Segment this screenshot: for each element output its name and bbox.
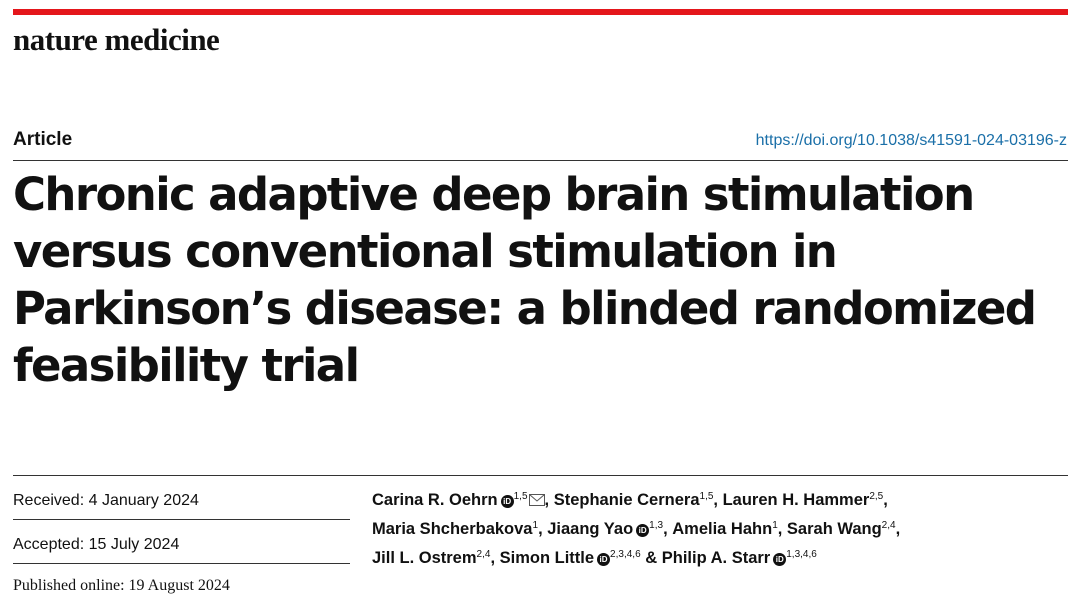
received-date: Received: 4 January 2024 [13,476,350,520]
published-date: Published online: 19 August 2024 [13,577,230,594]
author-name[interactable]: Amelia Hahn [672,520,773,538]
orcid-icon[interactable]: iD [500,495,514,508]
author-item: Maria Shcherbakova1, [372,520,547,538]
author-item: Sarah Wang2,4, [787,520,900,538]
author-affiliation: 1,5 [699,491,714,502]
author-affiliation: 1,5 [513,491,528,502]
author-item: Stephanie Cernera1,5, [554,491,723,509]
author-item: Jiaang Yao iD 1,3, [547,520,672,538]
author-item: Jill L. Ostrem2,4, [372,549,500,567]
mail-icon[interactable] [528,494,545,506]
journal-name[interactable]: nature medicine [13,22,220,57]
author-separator: , [490,549,500,567]
author-affiliation: 1 [532,520,539,531]
article-dates: Received: 4 January 2024 Accepted: 15 Ju… [13,476,350,607]
author-item: Amelia Hahn1, [672,520,787,538]
author-separator: , [544,491,554,509]
orcid-icon[interactable]: iD [597,553,611,566]
article-type-label: Article [13,129,73,150]
meta-divider [13,475,1068,476]
author-affiliation: 1 [772,520,778,531]
accepted-date: Accepted: 15 July 2024 [13,520,350,564]
author-affiliation: 2,5 [869,491,884,502]
header-divider [13,160,1068,161]
doi-link[interactable]: https://doi.org/10.1038/s41591-024-03196… [755,132,1067,149]
author-affiliation: 1,3,4,6 [786,549,817,560]
author-item: Carina R. Oehrn iD 1,5, [372,491,554,509]
author-name[interactable]: Stephanie Cernera [553,491,700,509]
author-separator: & [640,549,662,567]
author-name[interactable]: Maria Shcherbakova [372,520,533,538]
author-separator: , [538,520,548,538]
author-name[interactable]: Jiaang Yao [547,520,634,538]
author-name[interactable]: Sarah Wang [786,520,882,538]
article-title: Chronic adaptive deep brain stimulation … [13,168,1037,392]
author-affiliation: 2,3,4,6 [610,549,641,560]
orcid-icon[interactable]: iD [773,553,787,566]
header-accent-bar [13,9,1068,15]
author-affiliation: 2,4 [881,520,896,531]
author-item: Philip A. Starr iD 1,3,4,6 [662,549,817,567]
author-name[interactable]: Jill L. Ostrem [372,549,477,567]
author-separator: , [713,491,723,509]
orcid-icon[interactable]: iD [636,524,650,537]
author-separator: , [883,491,888,509]
author-name[interactable]: Lauren H. Hammer [722,491,870,509]
author-item: Simon Little iD 2,3,4,6 & [500,549,662,567]
author-list: Carina R. Oehrn iD 1,5, Stephanie Cernera1… [372,486,1072,573]
author-item: Lauren H. Hammer2,5, [723,491,888,509]
author-affiliation: 2,4 [476,549,491,560]
author-separator: , [663,520,673,538]
author-name[interactable]: Philip A. Starr [661,549,771,567]
author-name[interactable]: Simon Little [499,549,595,567]
author-separator: , [895,520,901,538]
author-separator: , [777,520,787,538]
author-affiliation: 1,3 [649,520,664,531]
author-name[interactable]: Carina R. Oehrn [372,491,498,509]
